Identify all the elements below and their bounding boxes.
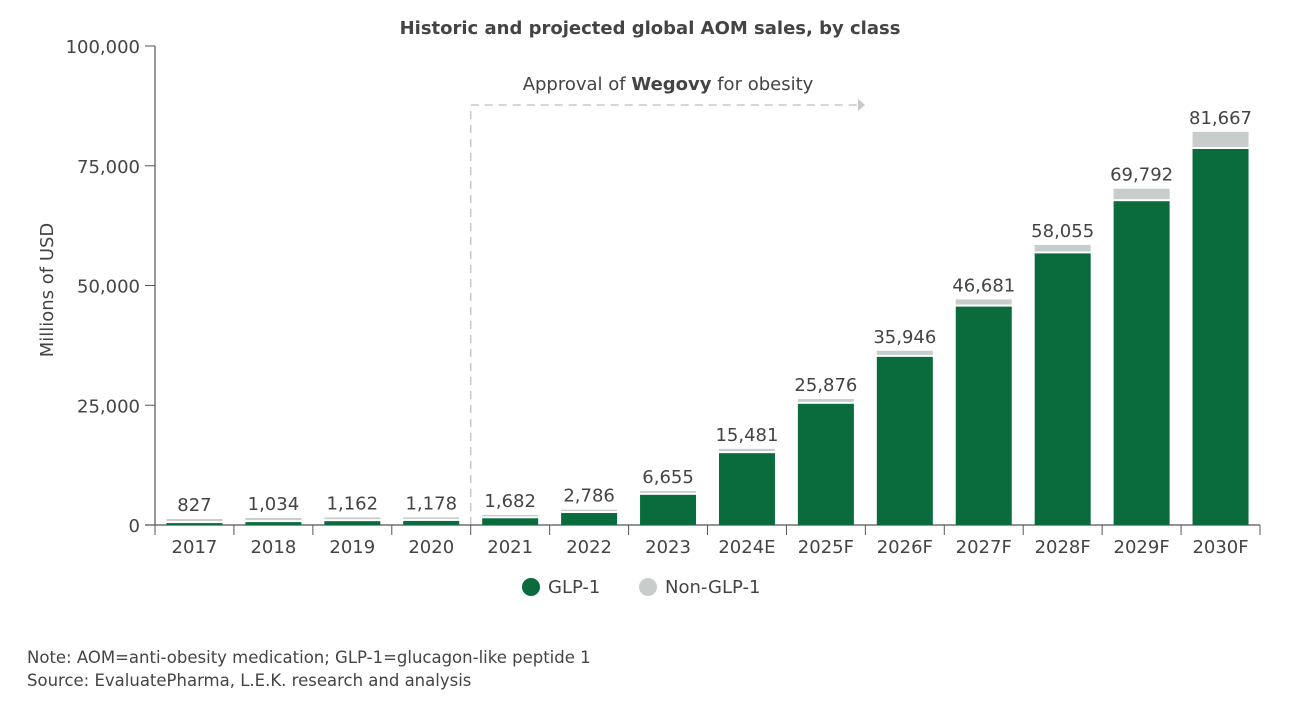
bar-non-glp1 [166, 519, 223, 522]
bar-glp1 [797, 403, 854, 525]
bar-glp1 [482, 518, 539, 525]
x-tick-label: 2020 [408, 537, 454, 558]
x-tick-label: 2028F [1035, 537, 1091, 558]
total-label: 1,034 [248, 494, 300, 515]
bar-glp1 [955, 306, 1012, 525]
legend-label: GLP-1 [548, 577, 600, 598]
legend-label: Non-GLP-1 [665, 577, 760, 598]
x-tick-label: 2026F [877, 537, 933, 558]
x-tick-label: 2030F [1192, 537, 1248, 558]
bar-glp1 [876, 356, 933, 525]
total-label: 46,681 [952, 275, 1015, 296]
bar-glp1 [640, 494, 697, 525]
bar-non-glp1 [955, 299, 1012, 305]
bar-glp1 [403, 520, 460, 525]
bar-glp1 [324, 521, 381, 525]
total-label: 1,682 [484, 491, 536, 512]
wegovy-annotation: Approval of Wegovy for obesity [469, 74, 865, 525]
total-label: 1,162 [327, 493, 379, 514]
bar-glp1 [561, 513, 618, 525]
total-label: 6,655 [642, 467, 694, 488]
bar-non-glp1 [797, 399, 854, 402]
svg-text:Approval of Wegovy for obesity: Approval of Wegovy for obesity [523, 74, 814, 95]
y-tick-label: 0 [129, 516, 140, 537]
total-label: 35,946 [873, 327, 936, 348]
chart-title: Historic and projected global AOM sales,… [400, 18, 901, 39]
note-text: Note: AOM=anti-obesity medication; GLP-1… [27, 648, 591, 667]
bar-non-glp1 [640, 491, 697, 493]
arrow-head-icon [858, 99, 865, 111]
bar-glp1 [245, 522, 302, 525]
x-tick-label: 2024E [718, 537, 775, 558]
y-tick-label: 25,000 [77, 396, 140, 417]
legend-marker-0 [522, 578, 540, 596]
bar-non-glp1 [876, 350, 933, 355]
bar-non-glp1 [1034, 244, 1091, 252]
annotation-text-before: Approval of [523, 74, 632, 95]
bar-non-glp1 [482, 514, 539, 517]
y-tick-label: 100,000 [66, 37, 140, 58]
bar-glp1 [1034, 253, 1091, 526]
total-label: 58,055 [1031, 221, 1094, 242]
x-tick-label: 2019 [329, 537, 375, 558]
bar-non-glp1 [403, 517, 460, 519]
legend-marker-1 [639, 578, 657, 596]
bar-non-glp1 [1113, 188, 1170, 200]
x-tick-label: 2025F [798, 537, 854, 558]
x-tick-label: 2017 [172, 537, 218, 558]
total-label: 827 [177, 495, 211, 516]
x-tick-label: 2022 [566, 537, 612, 558]
x-tick-label: 2018 [250, 537, 296, 558]
x-tick-label: 2027F [956, 537, 1012, 558]
annotation-text-after: for obesity [712, 74, 814, 95]
total-label: 69,792 [1110, 165, 1173, 186]
annotation-arrow-line [469, 104, 858, 525]
y-tick-label: 75,000 [77, 157, 140, 178]
total-label: 25,876 [794, 375, 857, 396]
total-label: 81,667 [1189, 108, 1252, 129]
bar-non-glp1 [1192, 131, 1249, 147]
bar-non-glp1 [718, 448, 775, 452]
y-axis-label: Millions of USD [37, 223, 58, 358]
total-label: 1,178 [405, 493, 457, 514]
bar-non-glp1 [245, 518, 302, 521]
x-tick-label: 2023 [645, 537, 691, 558]
x-tick-label: 2021 [487, 537, 533, 558]
annotation-text-bold: Wegovy [631, 74, 711, 95]
bar-glp1 [1192, 148, 1249, 526]
source-text: Source: EvaluatePharma, L.E.K. research … [27, 671, 472, 690]
bar-glp1 [1113, 201, 1170, 526]
total-label: 15,481 [715, 425, 778, 446]
x-tick-label: 2029F [1114, 537, 1170, 558]
bar-non-glp1 [324, 517, 381, 520]
y-tick-label: 50,000 [77, 277, 140, 298]
total-label: 2,786 [563, 486, 615, 507]
bar-non-glp1 [561, 509, 618, 512]
bar-glp1 [166, 523, 223, 525]
legend: GLP-1 Non-GLP-1 [522, 577, 760, 598]
bar-glp1 [718, 453, 775, 525]
